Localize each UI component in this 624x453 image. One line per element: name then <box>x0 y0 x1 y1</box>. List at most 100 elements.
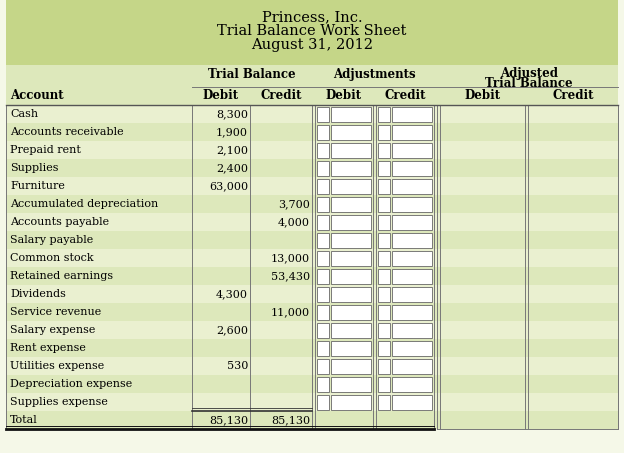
Bar <box>331 395 371 410</box>
Text: Adjustments: Adjustments <box>333 68 416 81</box>
Bar <box>378 251 390 265</box>
Bar <box>317 125 329 140</box>
Bar <box>6 285 618 303</box>
Bar <box>331 323 371 337</box>
Text: Accounts receivable: Accounts receivable <box>10 127 124 137</box>
Text: 1,900: 1,900 <box>216 127 248 137</box>
Text: 8,300: 8,300 <box>216 109 248 119</box>
Bar <box>317 323 329 337</box>
Text: 63,000: 63,000 <box>209 181 248 191</box>
Bar <box>6 141 618 159</box>
Bar <box>392 143 432 158</box>
Bar <box>6 357 618 375</box>
Text: Trial Balance Work Sheet: Trial Balance Work Sheet <box>217 24 407 38</box>
Text: Furniture: Furniture <box>10 181 65 191</box>
Text: Salary expense: Salary expense <box>10 325 95 335</box>
Bar <box>6 339 618 357</box>
Bar <box>331 143 371 158</box>
Bar <box>378 323 390 337</box>
Text: Account: Account <box>10 89 64 102</box>
Bar <box>378 395 390 410</box>
Bar <box>392 197 432 212</box>
Bar <box>392 376 432 391</box>
Text: Credit: Credit <box>384 89 426 102</box>
Bar <box>378 143 390 158</box>
Text: Trial Balance: Trial Balance <box>208 68 296 81</box>
Text: 2,600: 2,600 <box>216 325 248 335</box>
Bar <box>6 411 618 429</box>
Text: Supplies: Supplies <box>10 163 59 173</box>
Bar <box>331 232 371 247</box>
Text: Princess, Inc.: Princess, Inc. <box>261 10 363 24</box>
Bar <box>331 251 371 265</box>
Text: Cash: Cash <box>10 109 38 119</box>
Bar <box>317 286 329 302</box>
Bar <box>331 197 371 212</box>
Bar <box>331 160 371 175</box>
Bar <box>392 125 432 140</box>
Bar <box>6 303 618 321</box>
Bar <box>6 375 618 393</box>
Text: 85,130: 85,130 <box>271 415 310 425</box>
Bar <box>378 106 390 121</box>
Text: Total: Total <box>10 415 37 425</box>
Text: Trial Balance: Trial Balance <box>485 77 573 90</box>
Bar <box>317 106 329 121</box>
Text: Adjusted: Adjusted <box>500 67 558 80</box>
Bar <box>331 304 371 319</box>
Text: Rent expense: Rent expense <box>10 343 86 353</box>
Bar <box>331 178 371 193</box>
Bar <box>331 376 371 391</box>
Bar <box>6 393 618 411</box>
Bar <box>317 197 329 212</box>
Text: 4,300: 4,300 <box>216 289 248 299</box>
Text: Service revenue: Service revenue <box>10 307 101 317</box>
Bar <box>317 251 329 265</box>
Text: 85,130: 85,130 <box>209 415 248 425</box>
Bar <box>331 286 371 302</box>
Bar <box>331 215 371 230</box>
Text: Accumulated depreciation: Accumulated depreciation <box>10 199 158 209</box>
Text: Common stock: Common stock <box>10 253 94 263</box>
Bar <box>392 395 432 410</box>
Bar <box>6 65 618 87</box>
Text: 13,000: 13,000 <box>271 253 310 263</box>
Bar <box>378 197 390 212</box>
Text: 3,700: 3,700 <box>278 199 310 209</box>
Bar <box>392 178 432 193</box>
Bar <box>378 125 390 140</box>
Text: Debit: Debit <box>203 89 239 102</box>
Bar <box>317 376 329 391</box>
Bar <box>378 269 390 284</box>
Bar <box>331 125 371 140</box>
Text: 11,000: 11,000 <box>271 307 310 317</box>
Bar <box>331 341 371 356</box>
Bar <box>317 358 329 374</box>
Bar <box>378 160 390 175</box>
Text: Retained earnings: Retained earnings <box>10 271 113 281</box>
Bar <box>317 160 329 175</box>
Bar <box>392 358 432 374</box>
Text: 4,000: 4,000 <box>278 217 310 227</box>
Bar <box>392 232 432 247</box>
Bar <box>317 269 329 284</box>
Text: Dividends: Dividends <box>10 289 66 299</box>
Bar <box>317 143 329 158</box>
Bar <box>392 160 432 175</box>
Bar <box>6 0 618 65</box>
Bar <box>6 195 618 213</box>
Bar <box>378 376 390 391</box>
Text: Credit: Credit <box>260 89 302 102</box>
Text: Salary payable: Salary payable <box>10 235 93 245</box>
Bar <box>317 232 329 247</box>
Bar <box>317 304 329 319</box>
Bar <box>317 341 329 356</box>
Text: Supplies expense: Supplies expense <box>10 397 108 407</box>
Text: 2,100: 2,100 <box>216 145 248 155</box>
Bar <box>331 358 371 374</box>
Text: Depreciation expense: Depreciation expense <box>10 379 132 389</box>
Bar <box>378 178 390 193</box>
Bar <box>392 341 432 356</box>
Text: Accounts payable: Accounts payable <box>10 217 109 227</box>
Bar <box>6 267 618 285</box>
